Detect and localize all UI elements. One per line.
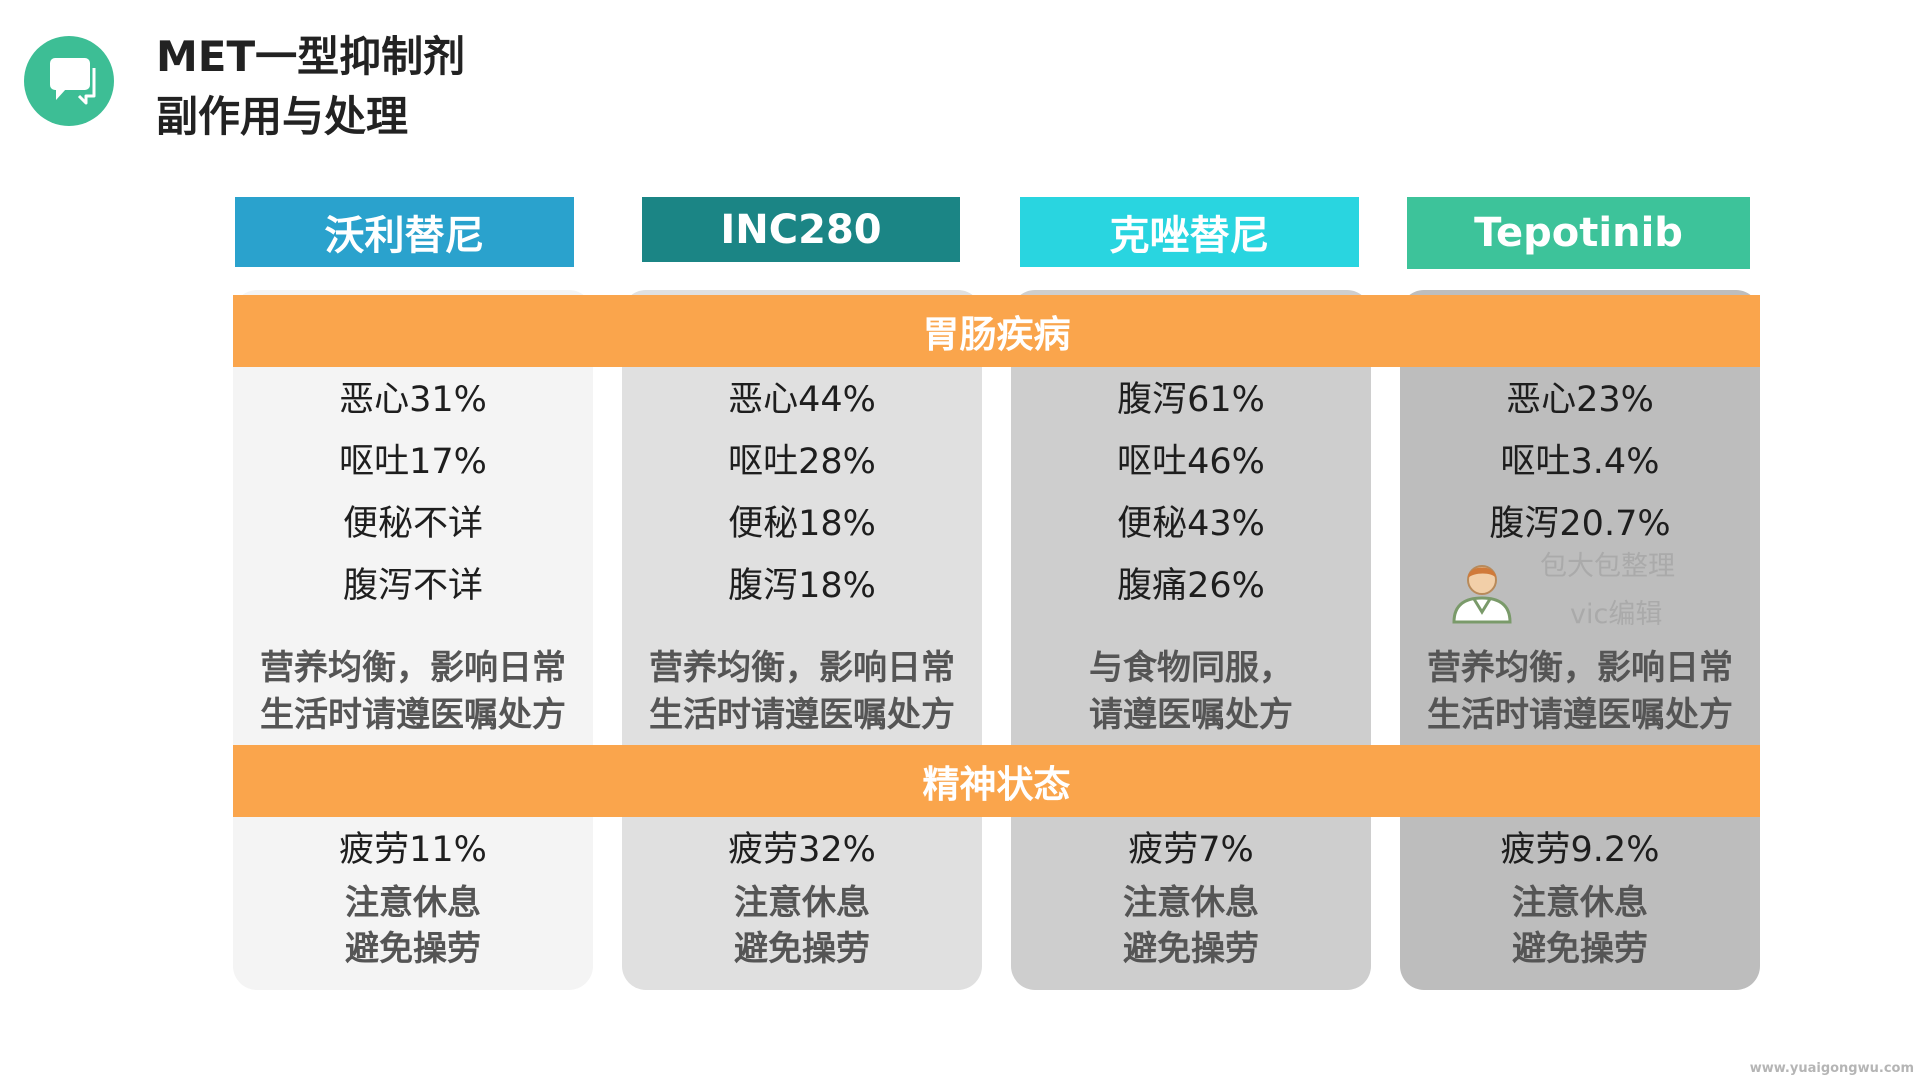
side-effect-stat: 恶心31% (339, 380, 487, 420)
side-effect-stat: 腹泻18% (728, 566, 876, 606)
side-effect-stat: 腹泻61% (1117, 380, 1265, 420)
page-title: MET一型抑制剂 (156, 32, 466, 81)
drug-header: Tepotinib (1407, 197, 1750, 269)
side-effect-stat: 腹痛26% (1117, 566, 1265, 606)
advice-text: 与食物同服， 请遵医嘱处方 (1089, 648, 1293, 735)
drug-header: 克唑替尼 (1020, 197, 1359, 267)
rest-advice: 注意休息 避免操劳 (345, 883, 481, 969)
side-effect-stat: 疲劳32% (728, 830, 876, 870)
section-header: 精神状态 (233, 745, 1760, 817)
rest-advice: 注意休息 避免操劳 (734, 883, 870, 969)
side-effect-stat: 恶心44% (728, 380, 876, 420)
side-effect-stat: 呕吐3.4% (1500, 442, 1660, 482)
side-effect-stat: 疲劳9.2% (1500, 830, 1660, 870)
column-background (622, 290, 982, 990)
advice-text: 营养均衡，影响日常 生活时请遵医嘱处方 (1427, 648, 1733, 735)
side-effect-stat: 恶心23% (1506, 380, 1654, 420)
advice-text: 营养均衡，影响日常 生活时请遵医嘱处方 (260, 648, 566, 735)
footer-url: www.yuaigongwu.com (1749, 1061, 1914, 1076)
page-subtitle: 副作用与处理 (156, 92, 409, 141)
side-effect-stat: 便秘43% (1117, 504, 1265, 544)
column-background (1011, 290, 1371, 990)
side-effect-stat: 腹泻不详 (342, 566, 483, 606)
side-effect-stat: 呕吐46% (1117, 442, 1265, 482)
side-effect-stat: 便秘不详 (342, 504, 483, 544)
rest-advice: 注意休息 避免操劳 (1123, 883, 1259, 969)
side-effect-stat: 腹泻20.7% (1489, 504, 1671, 544)
drug-header: 沃利替尼 (235, 197, 574, 267)
person-icon (1452, 565, 1512, 624)
column-background (233, 290, 593, 990)
section-header: 胃肠疾病 (233, 295, 1760, 367)
watermark-text: 包大包整理 (1540, 551, 1675, 582)
drug-header: INC280 (642, 197, 960, 262)
side-effect-stat: 疲劳7% (1128, 830, 1254, 870)
side-effect-stat: 呕吐28% (728, 442, 876, 482)
advice-text: 营养均衡，影响日常 生活时请遵医嘱处方 (649, 648, 955, 735)
chat-bubble-icon (24, 36, 114, 126)
side-effect-stat: 呕吐17% (339, 442, 487, 482)
watermark-text: vic编辑 (1570, 599, 1663, 630)
rest-advice: 注意休息 避免操劳 (1512, 883, 1648, 969)
column-background (1400, 290, 1760, 990)
side-effect-stat: 便秘18% (728, 504, 876, 544)
side-effect-stat: 疲劳11% (339, 830, 487, 870)
